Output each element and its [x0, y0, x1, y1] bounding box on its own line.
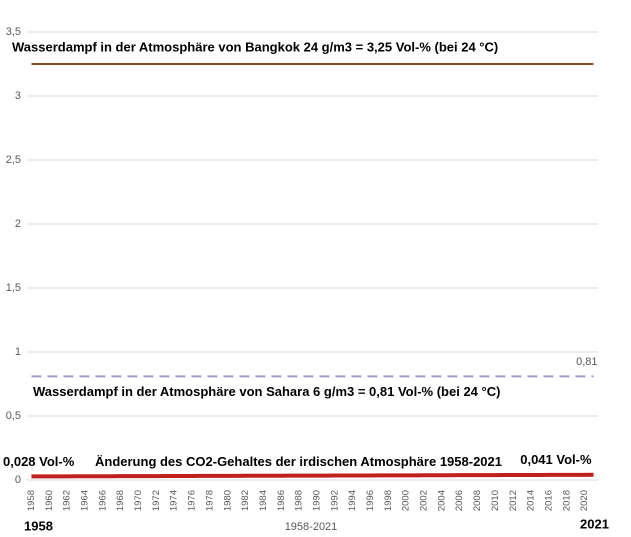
x-tick-label: 1974	[169, 490, 180, 511]
x-tick-label: 2000	[401, 490, 412, 511]
x-tick-label: 2016	[543, 490, 554, 511]
x-tick-label: 2012	[508, 490, 519, 511]
x-tick-label: 1958	[26, 490, 37, 511]
y-tick-label: 2	[15, 218, 21, 230]
x-tick-label: 2014	[526, 490, 537, 511]
x-tick-label: 1984	[258, 490, 269, 511]
x-tick-label: 2002	[419, 490, 430, 511]
x-tick-label: 1968	[115, 490, 126, 511]
series-line	[31, 472, 594, 479]
end-label: 2021	[580, 516, 609, 531]
series-annotation: Änderung des CO2-Gehaltes der irdischen …	[95, 454, 502, 469]
x-tick-label: 1972	[151, 490, 162, 511]
y-tick-label: 2,5	[6, 154, 21, 166]
x-tick-label: 1976	[187, 490, 198, 511]
x-tick-label: 1986	[276, 490, 287, 511]
x-tick-label: 1962	[62, 490, 73, 511]
x-tick-label: 1970	[133, 490, 144, 511]
x-tick-label: 1998	[383, 490, 394, 511]
series-annotation: Wasserdampf in der Atmosphäre von Sahara…	[33, 384, 500, 399]
x-tick-label: 2008	[472, 490, 483, 511]
series-annotation: Wasserdampf in der Atmosphäre von Bangko…	[12, 39, 498, 54]
x-tick-label: 1982	[240, 490, 251, 511]
x-tick-label: 1990	[311, 490, 322, 511]
y-tick-label: 1	[15, 346, 21, 358]
x-tick-label: 2010	[490, 490, 501, 511]
x-axis-title: 1958-2021	[285, 521, 338, 533]
x-tick-label: 1988	[294, 490, 305, 511]
x-tick-label: 1994	[347, 490, 358, 511]
y-tick-label: 0,5	[6, 410, 21, 422]
x-tick-label: 1966	[97, 490, 108, 511]
x-tick-label: 1992	[329, 490, 340, 511]
y-tick-label: 0	[15, 474, 21, 486]
x-tick-label: 1964	[80, 490, 91, 511]
x-tick-label: 2006	[454, 490, 465, 511]
x-tick-label: 2020	[579, 490, 590, 511]
x-tick-label: 1978	[204, 490, 215, 511]
y-tick-label: 3,5	[6, 26, 21, 38]
y-tick-label: 3	[15, 90, 21, 102]
x-tick-label: 1996	[365, 490, 376, 511]
value-label: 0,81	[576, 356, 597, 368]
value-label: 0,028 Vol-%	[3, 454, 75, 469]
x-tick-label: 2004	[436, 490, 447, 511]
x-tick-label: 1960	[44, 490, 55, 511]
value-label: 0,041 Vol-%	[520, 452, 592, 467]
y-tick-label: 1,5	[6, 282, 21, 294]
x-tick-label: 1980	[222, 490, 233, 511]
x-tick-label: 2018	[561, 490, 572, 511]
start-label: 1958	[24, 518, 53, 533]
